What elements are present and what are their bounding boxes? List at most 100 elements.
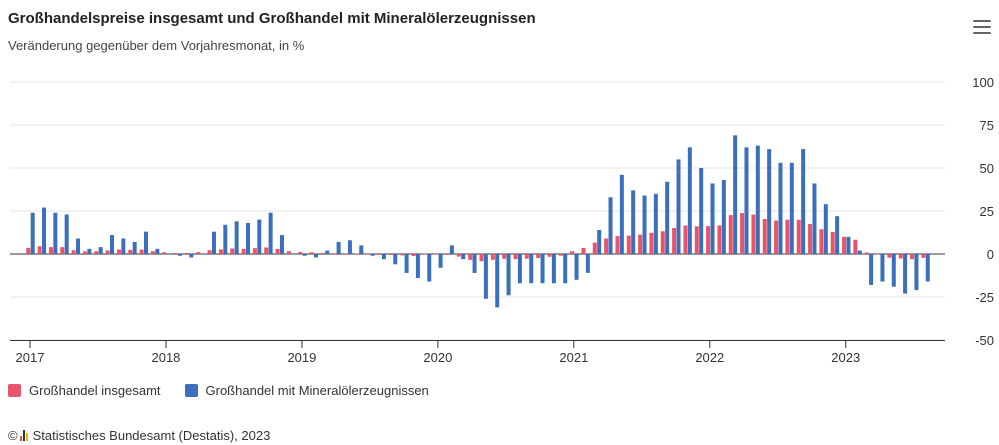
y-tick-label: 0 — [987, 247, 994, 262]
bar-series-2 — [903, 254, 908, 294]
credit-text: Statistisches Bundesamt (Destatis), 2023 — [32, 428, 271, 443]
bar-series-2 — [370, 254, 375, 256]
bar-series-2 — [846, 236, 851, 254]
y-tick-label: -50 — [975, 333, 994, 348]
bar-series-1 — [479, 254, 484, 262]
x-tick-label: 2017 — [16, 350, 45, 365]
bar-series-1 — [343, 253, 348, 254]
bar-series-2 — [710, 183, 715, 254]
bar-series-1 — [910, 254, 915, 260]
destatis-logo-icon — [19, 430, 29, 441]
bar-series-1 — [252, 248, 257, 254]
bar-series-1 — [808, 224, 813, 254]
bar-series-1 — [60, 247, 65, 254]
bar-series-1 — [864, 252, 869, 254]
bar-series-1 — [638, 234, 643, 254]
bar-series-1 — [706, 226, 711, 254]
bar-series-1 — [762, 219, 767, 254]
bar-series-1 — [683, 225, 688, 254]
bar-series-1 — [513, 254, 518, 260]
bar-series-2 — [223, 224, 228, 254]
bar-series-2 — [257, 219, 262, 254]
hamburger-menu-icon[interactable] — [973, 20, 991, 34]
bar-series-2 — [302, 254, 307, 256]
bar-series-2 — [665, 181, 670, 254]
bar-series-1 — [626, 235, 631, 254]
bar-series-1 — [830, 231, 835, 254]
bar-series-1 — [94, 251, 99, 254]
bar-series-1 — [71, 250, 76, 254]
bar-series-1 — [286, 251, 291, 254]
x-tick-label: 2018 — [151, 350, 180, 365]
bar-series-2 — [64, 214, 69, 254]
bar-series-2 — [461, 254, 466, 260]
bar-series-2 — [53, 212, 58, 254]
bar-series-2 — [778, 162, 783, 254]
bar-series-2 — [415, 254, 420, 279]
bar-series-2 — [381, 254, 386, 260]
bar-series-2 — [869, 254, 874, 285]
bar-series-2 — [585, 254, 590, 273]
bar-series-1 — [377, 254, 382, 255]
bar-series-2 — [529, 254, 534, 284]
bar-series-1 — [502, 254, 507, 259]
bar-series-2 — [574, 254, 579, 280]
bar-series-1 — [558, 254, 563, 256]
bar-series-2 — [325, 250, 330, 254]
bar-series-1 — [785, 219, 790, 254]
bar-series-1 — [524, 254, 529, 259]
bar-series-2 — [914, 254, 919, 291]
bar-series-1 — [411, 254, 416, 257]
bar-series-1 — [819, 229, 824, 254]
bar-series-1 — [173, 252, 178, 254]
bar-series-2 — [155, 248, 160, 254]
bar-series-1 — [887, 254, 892, 258]
bar-series-2 — [540, 254, 545, 284]
bar-series-2 — [336, 241, 341, 254]
bar-series-1 — [354, 253, 359, 255]
bar-series-2 — [823, 204, 828, 254]
bar-series-2 — [268, 212, 273, 254]
bar-series-1 — [128, 249, 133, 254]
source-credit: © Statistisches Bundesamt (Destatis), 20… — [8, 428, 270, 443]
legend-item-series-1[interactable]: Großhandel insgesamt — [8, 383, 161, 398]
bar-series-2 — [483, 254, 488, 299]
bar-series-2 — [551, 254, 556, 284]
y-tick-label: 25 — [980, 204, 994, 219]
bar-series-1 — [796, 219, 801, 254]
bar-series-1 — [615, 236, 620, 254]
bar-series-1 — [694, 226, 699, 254]
bar-series-2 — [200, 254, 205, 255]
bar-series-2 — [110, 235, 115, 254]
bar-series-2 — [495, 254, 500, 308]
bar-series-1 — [320, 252, 325, 254]
bar-series-1 — [774, 220, 779, 254]
bar-series-2 — [755, 145, 760, 254]
bar-series-2 — [835, 216, 840, 254]
bar-series-1 — [445, 254, 450, 255]
bar-series-2 — [812, 183, 817, 254]
bar-series-2 — [427, 254, 432, 282]
chart-title: Großhandelspreise insgesamt und Großhand… — [8, 10, 536, 27]
bar-series-2 — [234, 221, 239, 254]
legend-label-series-2: Großhandel mit Mineralölerzeugnissen — [205, 383, 429, 398]
bar-series-1 — [468, 254, 473, 260]
bar-series-2 — [891, 254, 896, 287]
bar-series-2 — [347, 240, 352, 254]
bar-series-2 — [313, 254, 318, 258]
bar-series-1 — [842, 236, 847, 254]
bar-series-2 — [30, 212, 35, 254]
bar-series-1 — [37, 246, 42, 254]
bar-series-1 — [717, 225, 722, 254]
bar-series-2 — [631, 190, 636, 254]
bar-series-1 — [536, 254, 541, 258]
bar-series-2 — [687, 147, 692, 254]
copyright-symbol: © — [8, 428, 18, 443]
bar-series-2 — [144, 231, 148, 254]
legend-item-series-2[interactable]: Großhandel mit Mineralölerzeugnissen — [184, 383, 429, 398]
bar-series-2 — [42, 207, 47, 254]
bar-series-1 — [184, 252, 189, 254]
bar-series-1 — [876, 254, 881, 255]
bar-series-1 — [332, 253, 337, 254]
bar-series-2 — [506, 254, 511, 296]
